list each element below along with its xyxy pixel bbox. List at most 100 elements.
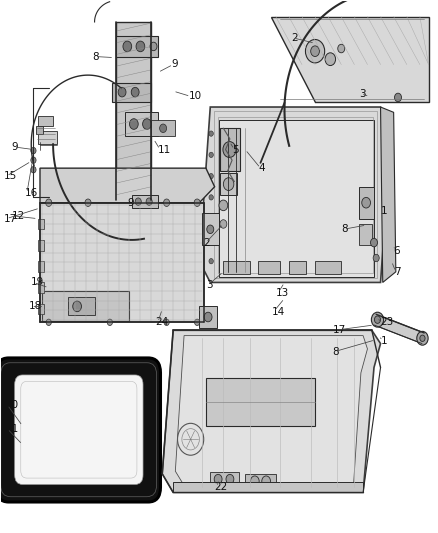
Bar	[315, 261, 341, 274]
Text: 5: 5	[232, 144, 239, 155]
Bar	[36, 126, 43, 134]
Bar	[132, 195, 158, 208]
Circle shape	[223, 177, 234, 190]
Circle shape	[31, 166, 36, 173]
Bar	[117, 36, 158, 56]
Circle shape	[362, 197, 371, 208]
Circle shape	[46, 199, 52, 206]
Circle shape	[371, 312, 384, 327]
Circle shape	[130, 119, 138, 130]
Bar	[173, 482, 363, 492]
Bar	[289, 261, 306, 274]
Circle shape	[251, 476, 259, 487]
Circle shape	[262, 476, 271, 487]
Bar	[206, 378, 315, 426]
Bar	[38, 304, 44, 314]
Text: 6: 6	[394, 246, 400, 255]
Circle shape	[46, 319, 51, 326]
Circle shape	[374, 316, 381, 324]
Circle shape	[204, 312, 212, 322]
Circle shape	[325, 53, 336, 66]
Circle shape	[305, 39, 325, 63]
Text: 21: 21	[5, 424, 18, 434]
Bar	[223, 261, 250, 274]
Bar	[220, 173, 237, 195]
Text: 2: 2	[291, 33, 298, 43]
Circle shape	[209, 152, 213, 158]
Circle shape	[219, 200, 228, 211]
Text: 9: 9	[12, 142, 18, 152]
Bar	[359, 187, 374, 219]
Circle shape	[226, 474, 234, 484]
Text: 8: 8	[332, 346, 339, 357]
Bar	[38, 240, 44, 251]
Bar	[38, 116, 53, 126]
Polygon shape	[40, 168, 215, 203]
Circle shape	[123, 41, 132, 52]
Text: 20: 20	[5, 400, 18, 410]
Circle shape	[373, 254, 379, 262]
Circle shape	[143, 119, 151, 130]
Bar	[201, 213, 219, 245]
Circle shape	[136, 41, 145, 52]
Text: 9: 9	[127, 198, 134, 208]
Circle shape	[420, 335, 425, 342]
Circle shape	[209, 195, 213, 200]
Text: 3: 3	[359, 88, 365, 99]
Circle shape	[223, 142, 236, 158]
Bar	[219, 120, 374, 277]
Text: 13: 13	[276, 288, 289, 298]
Bar	[40, 203, 204, 322]
Circle shape	[417, 332, 428, 345]
Circle shape	[150, 42, 157, 51]
Text: 16: 16	[25, 188, 38, 198]
Text: 2: 2	[204, 238, 210, 247]
Circle shape	[207, 225, 214, 233]
Polygon shape	[175, 336, 367, 486]
Bar	[38, 219, 44, 229]
Bar	[218, 117, 373, 273]
Circle shape	[131, 87, 139, 97]
Circle shape	[164, 319, 169, 326]
Bar	[220, 128, 240, 171]
Text: 4: 4	[258, 163, 265, 173]
FancyBboxPatch shape	[0, 358, 160, 502]
Bar	[38, 261, 44, 272]
Circle shape	[209, 131, 213, 136]
Circle shape	[311, 46, 319, 56]
Circle shape	[220, 220, 227, 228]
Polygon shape	[117, 22, 151, 200]
Bar	[112, 83, 151, 102]
Bar	[68, 297, 95, 316]
Polygon shape	[162, 330, 381, 492]
Text: 23: 23	[381, 317, 394, 327]
Bar	[42, 292, 130, 321]
Polygon shape	[272, 17, 428, 102]
Circle shape	[371, 238, 378, 247]
Bar	[210, 472, 239, 486]
Text: 1: 1	[381, 206, 387, 216]
Polygon shape	[199, 107, 392, 282]
Circle shape	[118, 87, 126, 97]
Circle shape	[163, 199, 170, 206]
FancyBboxPatch shape	[14, 375, 143, 484]
Bar	[38, 282, 44, 293]
Bar	[38, 131, 57, 144]
Circle shape	[135, 198, 141, 205]
Bar	[199, 306, 217, 328]
Circle shape	[146, 198, 152, 205]
Circle shape	[338, 44, 345, 53]
Polygon shape	[374, 314, 424, 344]
Text: 17: 17	[332, 325, 346, 335]
Text: 3: 3	[206, 280, 212, 290]
Circle shape	[214, 474, 222, 484]
Circle shape	[159, 124, 166, 133]
Text: 18: 18	[29, 301, 42, 311]
Circle shape	[31, 157, 36, 164]
Polygon shape	[381, 107, 396, 282]
Text: 17: 17	[4, 214, 18, 224]
Text: 15: 15	[4, 171, 18, 181]
Bar	[151, 120, 175, 136]
Circle shape	[194, 199, 200, 206]
Circle shape	[73, 301, 81, 312]
